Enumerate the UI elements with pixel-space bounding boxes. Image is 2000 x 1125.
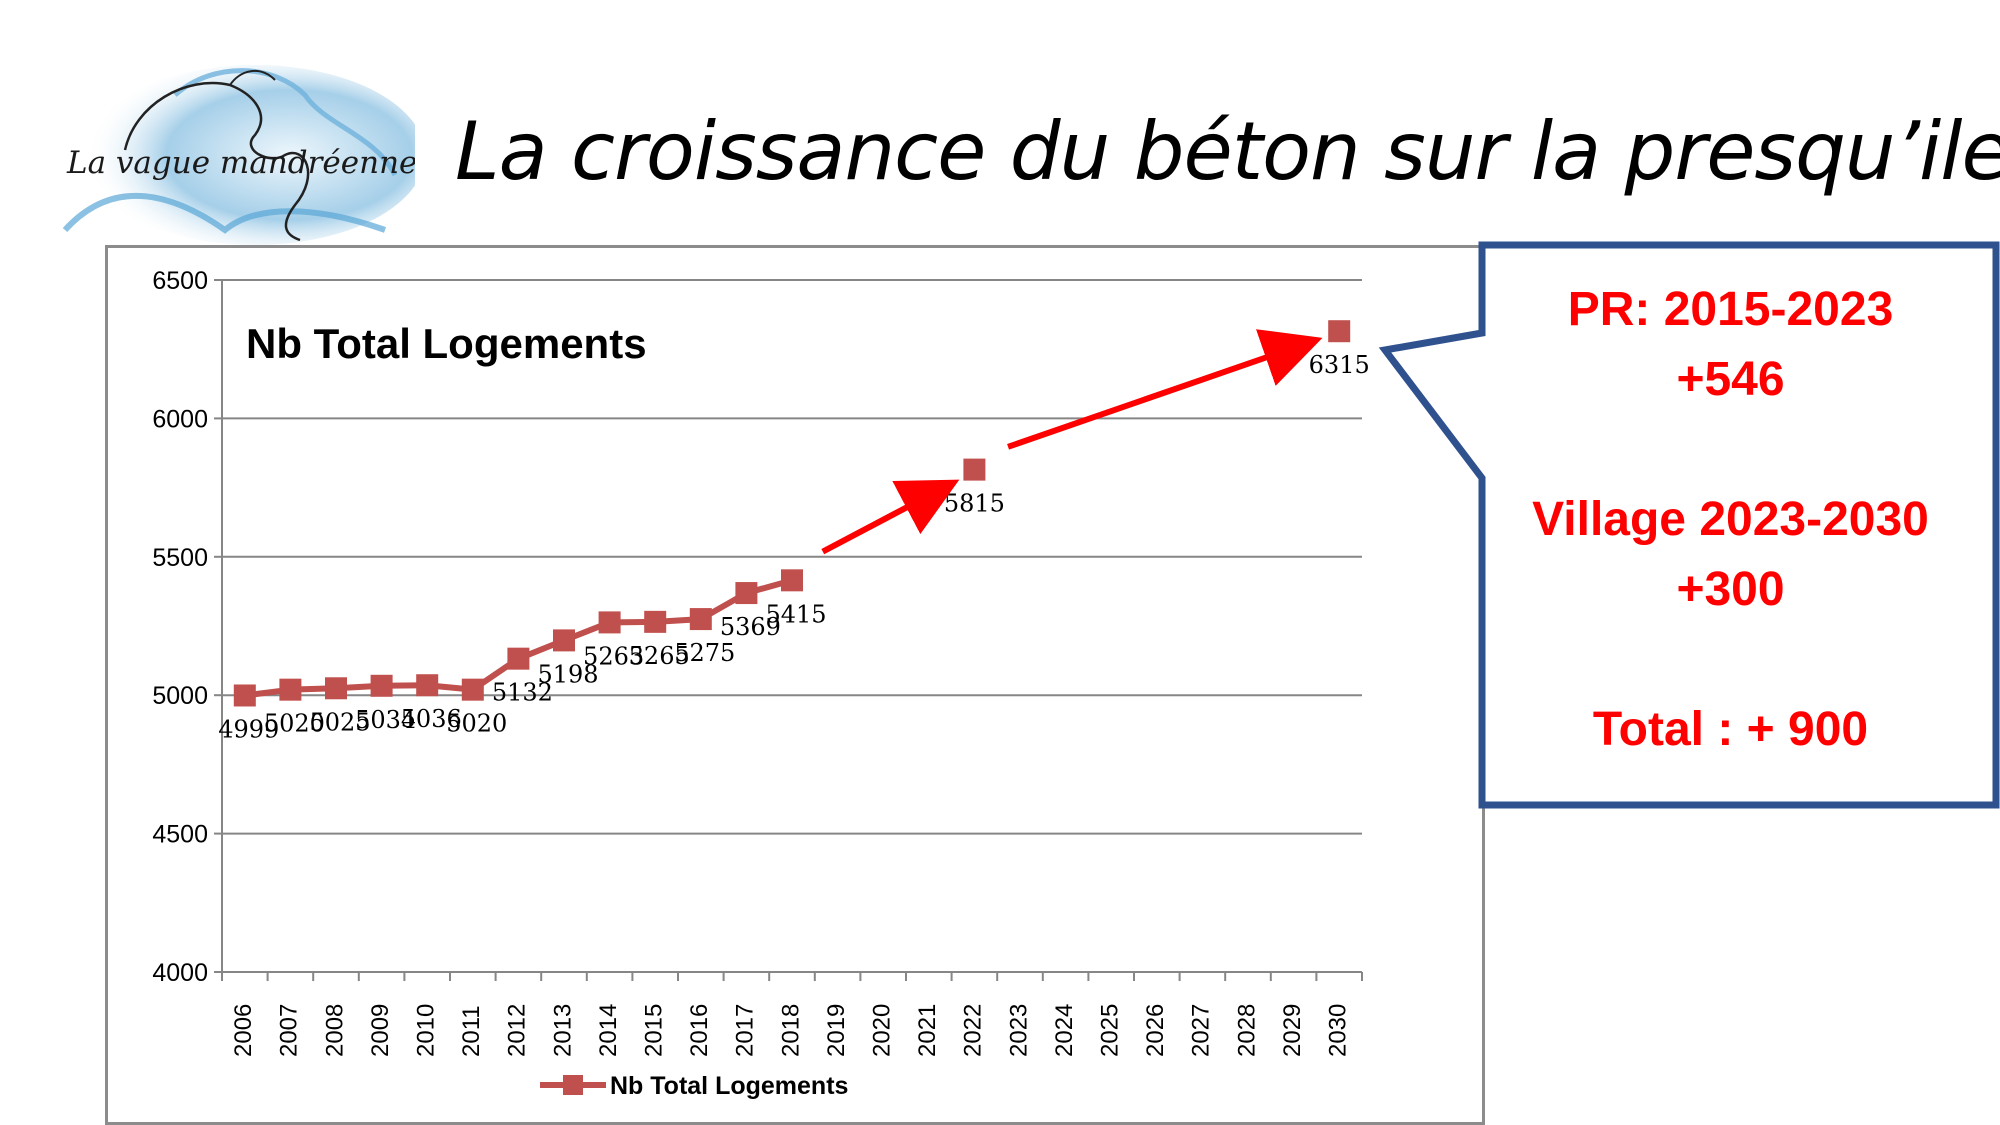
x-tick-label: 2013 <box>549 1004 576 1057</box>
legend-marker-swatch <box>563 1075 583 1095</box>
x-tick-label: 2029 <box>1279 1004 1306 1057</box>
callout-line-village: Village 2023-2030 <box>1532 493 1929 546</box>
data-point <box>781 569 803 592</box>
y-tick-label: 6500 <box>152 267 208 295</box>
y-tick-label: 4500 <box>152 821 208 849</box>
callout-line-village-value: +300 <box>1676 563 1785 616</box>
data-point <box>1328 320 1351 343</box>
data-label: 5265 <box>629 642 690 670</box>
x-tick-label: 2025 <box>1097 1004 1124 1057</box>
data-label: 5020 <box>264 710 325 738</box>
chart-title: Nb Total Logements <box>246 320 647 367</box>
data-label: 5263 <box>583 642 644 670</box>
data-point <box>279 678 302 701</box>
data-label: 5025 <box>309 708 370 736</box>
x-tick-label: 2010 <box>413 1004 440 1057</box>
chart-legend: Nb Total Logements <box>540 1072 848 1100</box>
x-tick-label: 2017 <box>732 1004 759 1057</box>
data-label: 5198 <box>537 660 598 688</box>
data-label: 5415 <box>765 600 826 628</box>
data-label: 5815 <box>944 490 1005 518</box>
data-label: 5036 <box>401 705 462 733</box>
data-point <box>735 582 758 605</box>
x-tick-label: 2007 <box>276 1004 303 1057</box>
annotation-arrow <box>1007 329 1323 450</box>
data-point <box>461 678 484 701</box>
callout-line-total: Total : + 900 <box>1592 703 1869 756</box>
data-label: 4999 <box>218 715 279 743</box>
x-tick-label: 2011 <box>458 1005 485 1057</box>
data-point <box>416 674 439 697</box>
data-point <box>233 684 256 707</box>
data-point <box>507 647 530 670</box>
data-label: 6315 <box>1309 351 1370 379</box>
x-tick-label: 2021 <box>914 1004 941 1057</box>
y-tick-label: 6000 <box>152 405 208 433</box>
data-point <box>553 629 575 652</box>
data-label: 5132 <box>492 679 553 707</box>
data-point <box>963 458 986 481</box>
x-tick-label: 2015 <box>641 1004 668 1057</box>
data-label: 5275 <box>674 639 735 667</box>
x-tick-label: 2009 <box>367 1004 394 1057</box>
x-tick-label: 2020 <box>869 1004 896 1057</box>
x-tick-label: 2022 <box>960 1004 987 1057</box>
y-tick-label: 5000 <box>152 682 208 710</box>
annotation-arrow <box>821 479 960 555</box>
x-tick-label: 2028 <box>1233 1004 1260 1057</box>
callout-line-pr: PR: 2015-2023 <box>1567 283 1894 336</box>
slide-title: La croissance du béton sur la presqu’ile <box>455 105 2000 198</box>
x-tick-label: 2027 <box>1188 1004 1215 1057</box>
x-tick-label: 2026 <box>1142 1004 1169 1057</box>
logo: La vague mandréenne <box>55 55 425 245</box>
x-tick-label: 2012 <box>504 1004 531 1057</box>
callout-line-pr-value: +546 <box>1676 353 1785 406</box>
callout: PR: 2015-2023 +546 Village 2023-2030 +30… <box>1482 245 1979 805</box>
logo-text: La vague mandréenne <box>66 145 415 181</box>
data-label: 5020 <box>446 710 507 738</box>
data-point <box>370 674 393 697</box>
x-tick-label: 2030 <box>1325 1004 1352 1057</box>
data-label: 5034 <box>355 706 416 734</box>
data-point <box>598 611 621 634</box>
x-tick-label: 2008 <box>321 1004 348 1057</box>
legend-label: Nb Total Logements <box>610 1072 848 1100</box>
x-tick-label: 2014 <box>595 1004 622 1057</box>
data-point <box>644 610 667 633</box>
x-tick-label: 2006 <box>230 1004 257 1057</box>
y-tick-label: 5500 <box>152 544 208 572</box>
data-point <box>689 608 712 631</box>
x-tick-label: 2024 <box>1051 1004 1078 1057</box>
x-tick-label: 2016 <box>686 1004 713 1057</box>
x-tick-label: 2018 <box>777 1004 804 1057</box>
data-point <box>325 677 347 700</box>
y-tick-label: 4000 <box>152 959 208 987</box>
x-tick-label: 2019 <box>823 1004 850 1057</box>
data-label: 5369 <box>720 613 781 641</box>
x-tick-label: 2023 <box>1005 1004 1032 1057</box>
wave-logo-icon: La vague mandréenne <box>62 65 425 245</box>
